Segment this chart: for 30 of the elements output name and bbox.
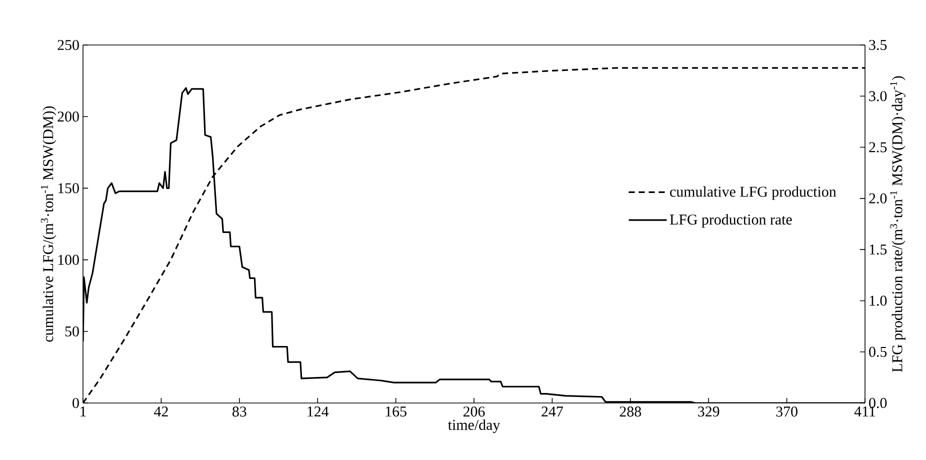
y2-tick-label: 0.0 (869, 398, 887, 408)
y-tick-label: 150 (58, 183, 79, 194)
y-tick-label: 200 (58, 112, 79, 122)
legend-label: cumulative LFG production (670, 186, 836, 200)
y2-tick-label: 1.0 (870, 296, 887, 306)
y2-tick-label: 3.0 (869, 91, 887, 102)
y2-tick-label: 0.5 (869, 346, 887, 357)
y-tick-label: 50 (65, 326, 79, 336)
x-tick-label: 165 (386, 406, 406, 417)
y-tick-label: 0 (72, 398, 79, 408)
y2-axis-title: LFG production rate/(m$^{3}$·ton$^{-1}$ MSW(DM)·day$^{-1}$) (890, 76, 906, 372)
y-tick-label: 100 (58, 254, 79, 265)
x-tick-label: 370 (776, 406, 798, 417)
legend-label: LFG production rate (670, 214, 792, 228)
y2-tick-label: 3.5 (869, 40, 887, 50)
x-tick-label: 1 (80, 406, 86, 416)
y-tick-label: 250 (58, 40, 79, 50)
x-tick-label: 247 (542, 406, 563, 416)
x-tick-label: 42 (154, 406, 168, 416)
x-tick-label: 206 (463, 406, 485, 417)
x-tick-label: 83 (232, 406, 246, 417)
x-tick-label: 411 (854, 406, 876, 416)
y2-tick-label: 2.5 (869, 142, 887, 152)
y-axis-title: cumulative LFG/(m$^{3}$·ton$^{-1}$ MSW(DM)) (40, 106, 56, 342)
x-axis-title: time/day (448, 419, 500, 434)
x-tick-label: 124 (308, 406, 329, 416)
x-tick-label: 288 (620, 406, 642, 417)
y2-tick-label: 1.5 (870, 244, 887, 255)
x-tick-label: 329 (698, 406, 720, 417)
y2-tick-label: 2.0 (869, 193, 887, 204)
